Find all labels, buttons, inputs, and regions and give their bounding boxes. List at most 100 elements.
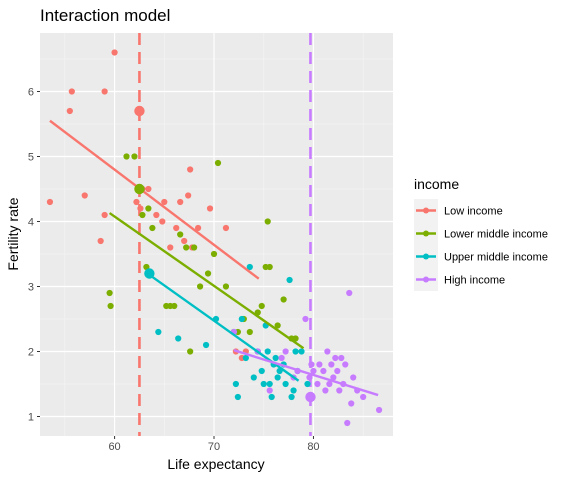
- point-upper-middle-income: [258, 367, 265, 375]
- centroid-upper-middle-income: [144, 268, 155, 279]
- point-low-income: [133, 198, 140, 206]
- point-lower-middle-income: [183, 244, 190, 251]
- point-lower-middle-income: [196, 283, 204, 290]
- point-lower-middle-income: [123, 153, 130, 160]
- centroid-lower-middle-income: [134, 183, 145, 195]
- y-tick-label: 6: [28, 87, 34, 99]
- point-lower-middle-income: [107, 302, 114, 310]
- x-tick-label: 70: [208, 441, 220, 453]
- legend-label: Lower middle income: [444, 229, 548, 241]
- point-low-income: [68, 88, 75, 95]
- point-lower-middle-income: [204, 270, 212, 277]
- point-upper-middle-income: [234, 393, 241, 401]
- point-high-income: [282, 348, 289, 355]
- point-lower-middle-income: [258, 302, 265, 310]
- point-high-income: [278, 354, 285, 362]
- centroid-points: [134, 105, 316, 403]
- point-upper-middle-income: [266, 380, 273, 388]
- point-high-income: [326, 380, 333, 388]
- point-low-income: [206, 205, 214, 212]
- point-high-income: [336, 387, 343, 394]
- point-upper-middle-income: [232, 380, 239, 388]
- legend-item-lower-middle-income: Lower middle income: [414, 222, 548, 245]
- point-upper-middle-income: [282, 380, 289, 388]
- point-low-income: [159, 218, 166, 225]
- point-lower-middle-income: [131, 153, 138, 160]
- x-tick-label: 60: [108, 441, 120, 453]
- y-tick-label: 5: [28, 152, 34, 164]
- point-lower-middle-income: [149, 224, 156, 232]
- x-axis: 60 70 80: [108, 436, 320, 453]
- point-low-income: [173, 224, 180, 232]
- point-lower-middle-income: [264, 218, 271, 225]
- point-upper-middle-income: [274, 374, 281, 381]
- point-high-income: [375, 406, 383, 414]
- point-upper-middle-income: [290, 387, 297, 394]
- point-low-income: [101, 88, 108, 95]
- point-high-income: [342, 361, 349, 368]
- point-upper-middle-income: [272, 354, 279, 362]
- point-upper-middle-income: [298, 348, 305, 355]
- point-lower-middle-income: [280, 296, 287, 303]
- legend-title: income: [414, 176, 459, 192]
- point-upper-middle-income: [238, 315, 245, 323]
- y-tick-label: 3: [28, 282, 34, 294]
- y-tick-label: 4: [28, 217, 34, 229]
- point-lower-middle-income: [222, 283, 230, 290]
- point-lower-middle-income: [191, 244, 198, 251]
- fit-line-lower-middle-income: [108, 212, 305, 350]
- point-lower-middle-income: [171, 302, 178, 310]
- point-lower-middle-income: [106, 289, 113, 297]
- y-axis-label: Fertility rate: [5, 197, 21, 270]
- point-lower-middle-income: [145, 205, 152, 212]
- point-low-income: [181, 237, 188, 245]
- point-low-income: [66, 107, 73, 115]
- point-upper-middle-income: [155, 328, 162, 336]
- legend-label: Upper middle income: [444, 252, 548, 264]
- point-lower-middle-income: [177, 231, 184, 238]
- point-lower-middle-income: [187, 348, 194, 355]
- point-low-income: [177, 198, 184, 206]
- point-high-income: [338, 354, 345, 362]
- point-lower-middle-income: [139, 211, 146, 219]
- point-low-income: [161, 198, 168, 206]
- point-low-income: [137, 205, 144, 212]
- legend: income Low income Lower middle income Uppe…: [414, 176, 548, 291]
- x-axis-label: Life expectancy: [167, 456, 264, 472]
- point-low-income: [111, 49, 118, 56]
- point-high-income: [266, 387, 273, 394]
- point-high-income: [310, 367, 317, 375]
- legend-item-high-income: High income: [414, 268, 505, 291]
- chart-title: Interaction model: [40, 6, 170, 25]
- point-upper-middle-income: [260, 380, 267, 388]
- point-high-income: [334, 367, 341, 375]
- point-high-income: [346, 289, 353, 297]
- point-upper-middle-income: [304, 380, 311, 388]
- point-lower-middle-income: [210, 250, 218, 258]
- centroid-high-income: [305, 391, 316, 403]
- fit-line-low-income: [49, 119, 260, 280]
- point-high-income: [344, 419, 351, 427]
- point-upper-middle-income: [292, 348, 299, 355]
- point-high-income: [360, 393, 367, 401]
- point-high-income: [348, 400, 355, 407]
- point-high-income: [328, 361, 335, 368]
- point-upper-middle-income: [242, 354, 249, 362]
- legend-key-point: [423, 230, 429, 237]
- plot-panel: [40, 33, 393, 436]
- point-low-income: [101, 211, 108, 219]
- legend-key-point: [423, 253, 429, 260]
- legend-label: Low income: [444, 206, 503, 218]
- point-lower-middle-income: [214, 159, 222, 167]
- data-points: [46, 49, 383, 427]
- point-lower-middle-income: [292, 335, 299, 342]
- point-lower-middle-income: [266, 263, 273, 271]
- legend-item-upper-middle-income: Upper middle income: [414, 245, 548, 268]
- point-high-income: [306, 374, 313, 381]
- point-high-income: [322, 387, 329, 394]
- fit-line-high-income: [233, 349, 379, 397]
- point-high-income: [316, 361, 323, 368]
- point-low-income: [153, 211, 160, 219]
- y-tick-label: 1: [28, 412, 34, 424]
